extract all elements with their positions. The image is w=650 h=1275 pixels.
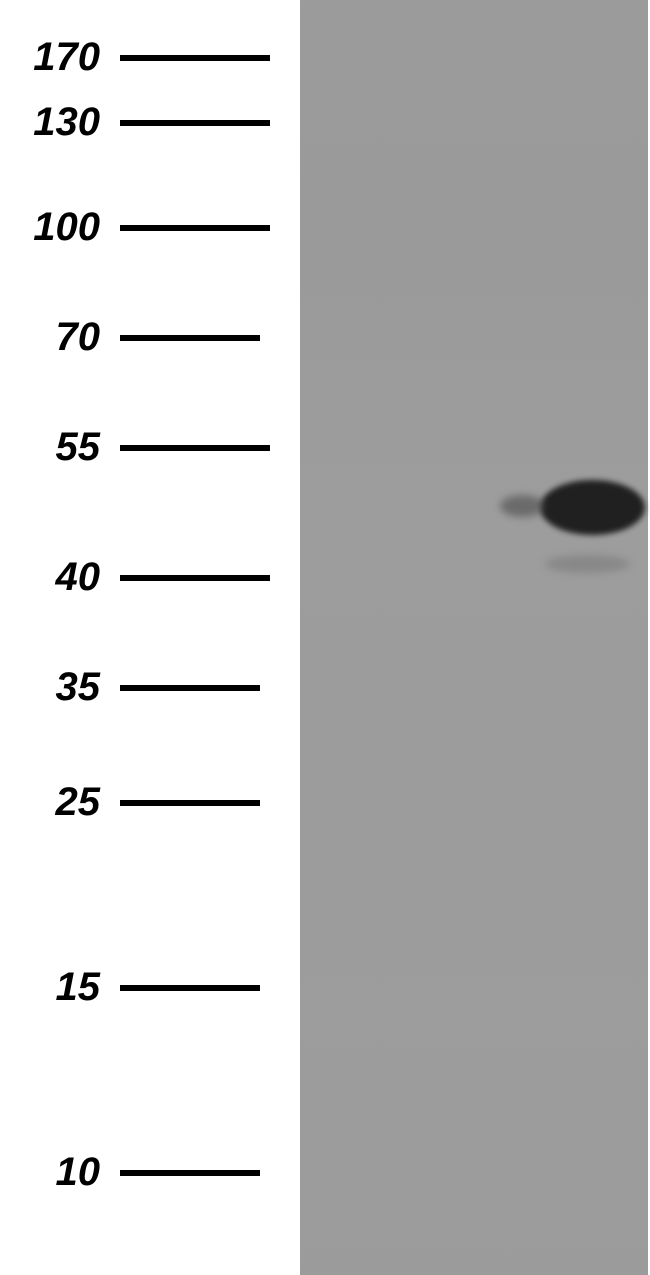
mw-marker-70: 70	[0, 315, 290, 360]
mw-marker-35: 35	[0, 665, 290, 710]
mw-marker-line	[120, 445, 270, 451]
band-main-band	[540, 480, 645, 535]
band-faint-band-below	[545, 555, 630, 573]
molecular-weight-ladder: 170 130 100 70 55 40 35 25 15 10	[0, 0, 290, 1275]
lane-1	[300, 0, 470, 1275]
mw-label: 130	[0, 100, 120, 145]
mw-marker-line	[120, 335, 260, 341]
mw-label: 35	[0, 665, 120, 710]
blot-membrane	[300, 0, 648, 1275]
mw-marker-100: 100	[0, 205, 290, 250]
mw-marker-170: 170	[0, 35, 290, 80]
mw-marker-130: 130	[0, 100, 290, 145]
western-blot-image: 170 130 100 70 55 40 35 25 15 10	[0, 0, 650, 1275]
mw-marker-line	[120, 225, 270, 231]
mw-marker-40: 40	[0, 555, 290, 600]
mw-marker-line	[120, 985, 260, 991]
mw-marker-line	[120, 1170, 260, 1176]
mw-label: 25	[0, 780, 120, 825]
mw-label: 15	[0, 965, 120, 1010]
mw-label: 40	[0, 555, 120, 600]
mw-marker-15: 15	[0, 965, 290, 1010]
mw-marker-line	[120, 120, 270, 126]
mw-marker-line	[120, 800, 260, 806]
mw-marker-line	[120, 575, 270, 581]
mw-marker-line	[120, 685, 260, 691]
mw-marker-line	[120, 55, 270, 61]
lane-2	[470, 0, 648, 1275]
mw-marker-55: 55	[0, 425, 290, 470]
mw-label: 55	[0, 425, 120, 470]
band-main-band-smear-left	[500, 495, 545, 517]
mw-label: 100	[0, 205, 120, 250]
mw-marker-25: 25	[0, 780, 290, 825]
mw-label: 70	[0, 315, 120, 360]
mw-label: 170	[0, 35, 120, 80]
mw-label: 10	[0, 1150, 120, 1195]
mw-marker-10: 10	[0, 1150, 290, 1195]
